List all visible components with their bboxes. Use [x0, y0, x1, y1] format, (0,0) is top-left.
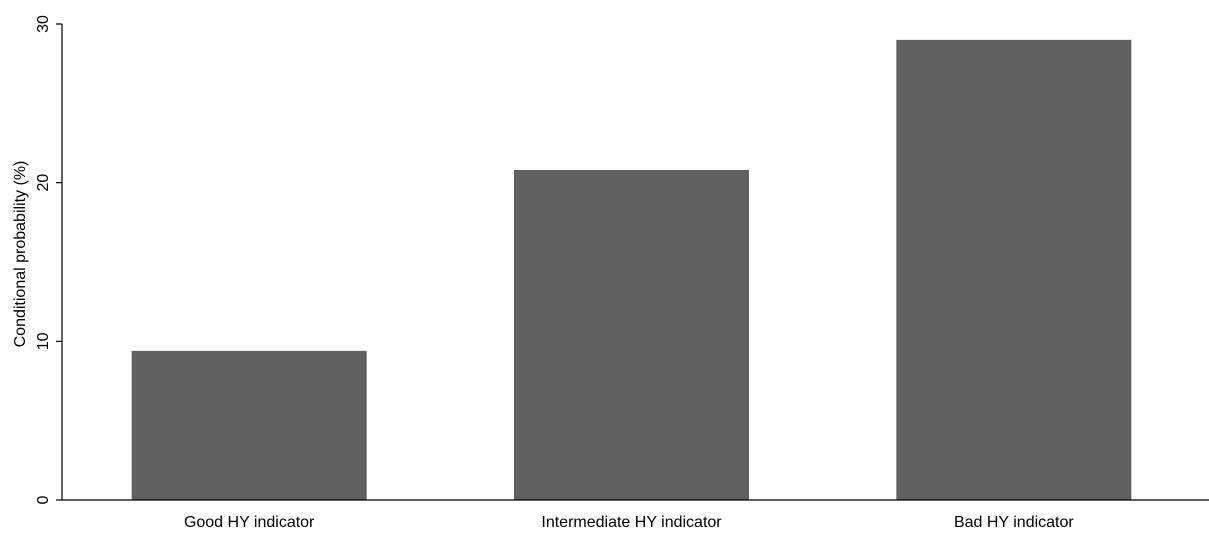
bar-2: [514, 169, 749, 500]
y-tick-label-20: 20: [35, 174, 52, 192]
y-tick-label-10: 10: [35, 332, 52, 350]
bar-1: [131, 350, 367, 500]
bars-group: [131, 39, 1132, 500]
x-tick-label-3: Bad HY indicator: [954, 514, 1074, 531]
y-tick-label-30: 30: [35, 15, 52, 33]
x-tick-label-1: Good HY indicator: [184, 514, 315, 531]
x-tick-label-2: Intermediate HY indicator: [541, 514, 722, 531]
bar-3: [896, 39, 1132, 500]
y-axis-title: Conditional probability (%): [12, 161, 29, 348]
x-axis: Good HY indicator Intermediate HY indicat…: [62, 499, 1209, 531]
y-axis: 0 10 20 30: [35, 15, 63, 504]
y-tick-label-0: 0: [35, 495, 52, 504]
